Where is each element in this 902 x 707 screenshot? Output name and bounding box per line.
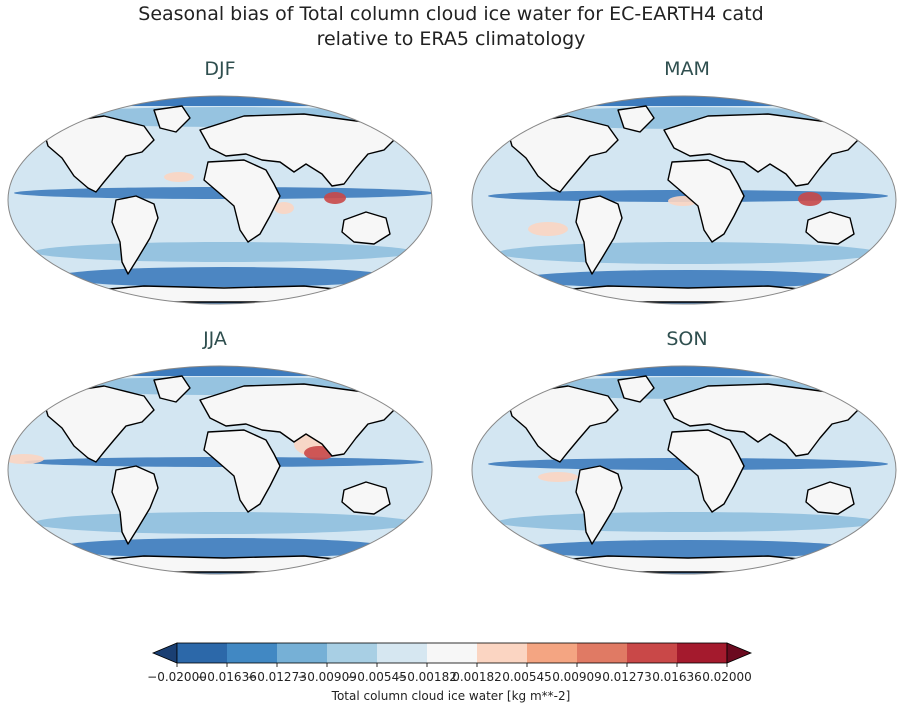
map-mam [471,95,897,305]
coastline-australia [805,481,855,515]
bias-region [518,270,858,288]
colorbar-bin [677,643,728,663]
colorbar-tick-label: 0.00545 [502,670,552,684]
coastline-africa [203,159,281,243]
colorbar-extend-high [726,642,753,664]
coastline-australia [805,211,855,245]
colorbar-bin [477,643,528,663]
colorbar-extend-low [151,642,178,664]
colorbar-tick-label: −0.02000 [147,670,207,684]
coastline-greenland [617,375,655,403]
map-son [471,365,897,575]
coastline-greenland [153,105,191,133]
colorbar-tick-label: 0.00182 [452,670,502,684]
map-border [7,95,433,305]
coastline-north-america [43,385,155,463]
panel-title-djf: DJF [204,58,236,80]
bias-region [54,538,394,558]
coastline-north-america [507,115,619,193]
colorbar-bin [177,643,228,663]
polar-band-north [472,366,896,376]
colorbar-tick-label: 0.01636 [652,670,702,684]
polar-band-north [8,366,432,376]
figure-title: Seasonal bias of Total column cloud ice … [0,2,902,52]
coastline-africa [667,429,745,513]
coastline-north-america [43,115,155,193]
figure-title-line2: relative to ERA5 climatology [316,28,586,50]
panel-title-mam: MAM [664,58,710,80]
bias-region [324,192,346,204]
colorbar-bin [227,643,278,663]
coastline-south-america [575,465,623,545]
coastline-south-america [575,195,623,275]
colorbar-tick-label: −0.01636 [197,670,257,684]
coastline-south-america [111,465,159,545]
colorbar-tick-label: −0.01273 [247,670,307,684]
bias-region [538,472,578,482]
bias-region [274,202,294,214]
map-djf [7,95,433,305]
colorbar-tick-label: −0.00909 [297,670,357,684]
map-jja [7,365,433,575]
polar-band-north [472,96,896,106]
colorbar-tick-label: 0.02000 [702,670,752,684]
coastline-australia [341,481,391,515]
polar-band-north [8,96,432,106]
coastline-greenland [153,375,191,403]
colorbar-tick-label: 0.01273 [602,670,652,684]
colorbar-tick-label: −0.00545 [347,670,407,684]
colorbar-bin [427,643,478,663]
colorbar-tick-label: 0.00909 [552,670,602,684]
coastline-australia [341,211,391,245]
map-border [7,365,433,575]
coastline-greenland [617,105,655,133]
map-border [471,95,897,305]
bias-region [798,192,822,206]
colorbar-label: Total column cloud ice water [kg m**-2] [331,689,571,703]
bias-region [8,454,44,464]
panel-title-jja: JJA [203,328,227,350]
bias-region [54,267,394,287]
bias-region [528,222,568,236]
coastline-south-america [111,195,159,275]
colorbar-bin [527,643,578,663]
coastline-north-america [507,385,619,463]
map-border [471,365,897,575]
bias-region [164,172,194,182]
colorbar-bin [577,643,628,663]
bias-region [518,540,858,558]
colorbar-bin [277,643,328,663]
figure-title-line1: Seasonal bias of Total column cloud ice … [138,3,764,25]
coastline-africa [203,429,281,513]
colorbar-tick-label: −0.00182 [397,670,457,684]
colorbar-bin [327,643,378,663]
colorbar-bin [627,643,678,663]
coastline-africa [667,159,745,243]
panel-title-son: SON [666,328,708,350]
colorbar-bin [377,643,428,663]
